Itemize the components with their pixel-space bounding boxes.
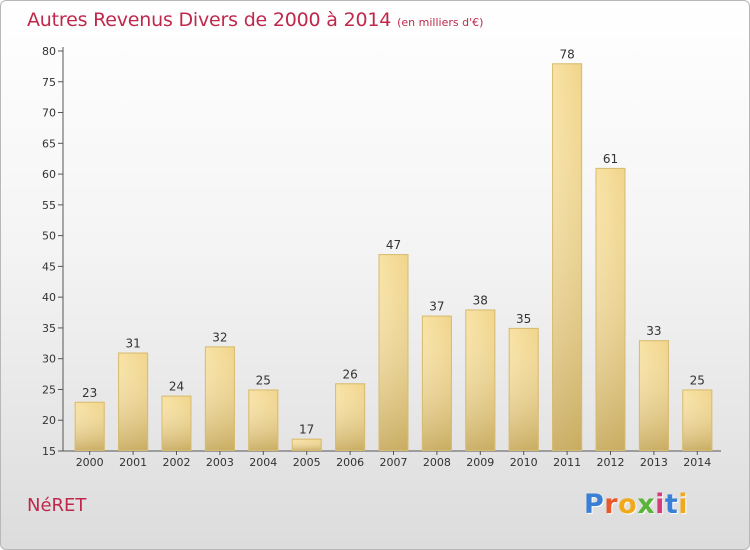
x-tick-label: 2013 (640, 456, 668, 469)
bar-outline (161, 395, 192, 452)
y-tick-label: 20 (42, 414, 56, 427)
data-label: 25 (690, 373, 705, 387)
bar-outline (465, 309, 496, 452)
bar-shade (161, 395, 192, 451)
data-label: 47 (386, 238, 401, 252)
bar-2005 (291, 438, 322, 452)
bar-2012 (595, 167, 626, 452)
bar-shade (552, 63, 583, 452)
bar-shade (248, 389, 279, 451)
bar-2004 (248, 389, 279, 452)
bar-outline (74, 401, 105, 451)
data-label: 31 (125, 337, 140, 351)
x-tick-label: 2010 (510, 456, 538, 469)
bar-2003 (204, 346, 235, 451)
bar-shade (421, 315, 452, 451)
bar-outline (552, 63, 583, 452)
bar-outline (378, 254, 409, 451)
bar-outline (638, 340, 669, 452)
bar-outline (595, 167, 626, 452)
x-tick-label: 2007 (380, 456, 408, 469)
x-tick-label: 2002 (163, 456, 191, 469)
x-tick-label: 2004 (249, 456, 277, 469)
bar-2009 (465, 309, 496, 452)
commune-name: NéRET (27, 495, 87, 516)
y-tick-label: 60 (42, 168, 56, 181)
x-tick-label: 2003 (206, 456, 234, 469)
y-tick-label: 75 (42, 76, 56, 89)
x-tick-label: 2001 (119, 456, 147, 469)
data-label: 23 (82, 386, 97, 400)
y-tick-label: 35 (42, 322, 56, 335)
bar-outline (291, 438, 322, 452)
y-tick-label: 45 (42, 260, 56, 273)
bar-shade (638, 340, 669, 451)
bar-shade (118, 352, 149, 451)
bar-shade (595, 167, 626, 451)
bar-outline (204, 346, 235, 451)
x-tick-label: 2009 (466, 456, 494, 469)
bar-2014 (682, 389, 713, 452)
y-tick-label: 30 (42, 353, 56, 366)
y-tick-label: 15 (42, 445, 56, 458)
bar-2002 (161, 395, 192, 452)
bar-shade (74, 401, 105, 451)
x-tick-label: 2012 (597, 456, 625, 469)
data-labels: 2000 23 2001 31 2002 24 2003 32 2004 25 2005 17 2006… (76, 47, 712, 469)
y-tick-label: 65 (42, 137, 56, 150)
x-tick-label: 2014 (683, 456, 711, 469)
data-label: 25 (256, 373, 271, 387)
data-label: 33 (646, 324, 661, 338)
bar-outline (118, 352, 149, 451)
bar-2011 (552, 63, 583, 452)
y-tick-label: 55 (42, 199, 56, 212)
data-label: 78 (559, 47, 574, 61)
bar-2013 (638, 340, 669, 452)
bar-outline (508, 327, 539, 451)
y-tick-label: 25 (42, 383, 56, 396)
x-tick-label: 2008 (423, 456, 451, 469)
bar-outline (682, 389, 713, 452)
bar-2008 (421, 315, 452, 451)
bar-shade (508, 327, 539, 451)
bar-shade (465, 309, 496, 451)
data-label: 38 (473, 293, 488, 307)
data-label: 26 (342, 367, 357, 381)
data-label: 32 (212, 330, 227, 344)
bar-outline (335, 383, 366, 451)
bars (74, 63, 713, 452)
x-tick-label: 2006 (336, 456, 364, 469)
x-tick-label: 2005 (293, 456, 321, 469)
y-tick-label: 50 (42, 230, 56, 243)
x-tick-label: 2000 (76, 456, 104, 469)
bar-outline (421, 315, 452, 451)
data-label: 35 (516, 312, 531, 326)
data-label: 24 (169, 380, 184, 394)
bar-shade (291, 438, 322, 451)
chart-title: Autres Revenus Divers de 2000 à 2014 (en … (27, 9, 483, 31)
data-label: 37 (429, 300, 444, 314)
bar-shade (204, 346, 235, 451)
bar-2000 (74, 401, 105, 451)
bar-2007 (378, 254, 409, 451)
bar-2010 (508, 327, 539, 451)
bar-2006 (335, 383, 366, 451)
y-tick-label: 70 (42, 107, 56, 120)
title-main: Autres Revenus Divers de 2000 à 2014 (27, 9, 392, 31)
bar-2001 (118, 352, 149, 451)
y-tick-label: 40 (42, 291, 56, 304)
bar-shade (682, 389, 713, 451)
y-tick-label: 80 (42, 45, 56, 58)
title-unit: (en milliers d'€) (397, 16, 484, 29)
proxiti-logo[interactable]: Proxiti (584, 489, 689, 520)
data-label: 61 (603, 152, 618, 166)
x-tick-label: 2011 (553, 456, 581, 469)
bar-outline (248, 389, 279, 452)
bar-shade (335, 383, 366, 451)
data-label: 17 (299, 423, 314, 437)
bar-shade (378, 254, 409, 451)
